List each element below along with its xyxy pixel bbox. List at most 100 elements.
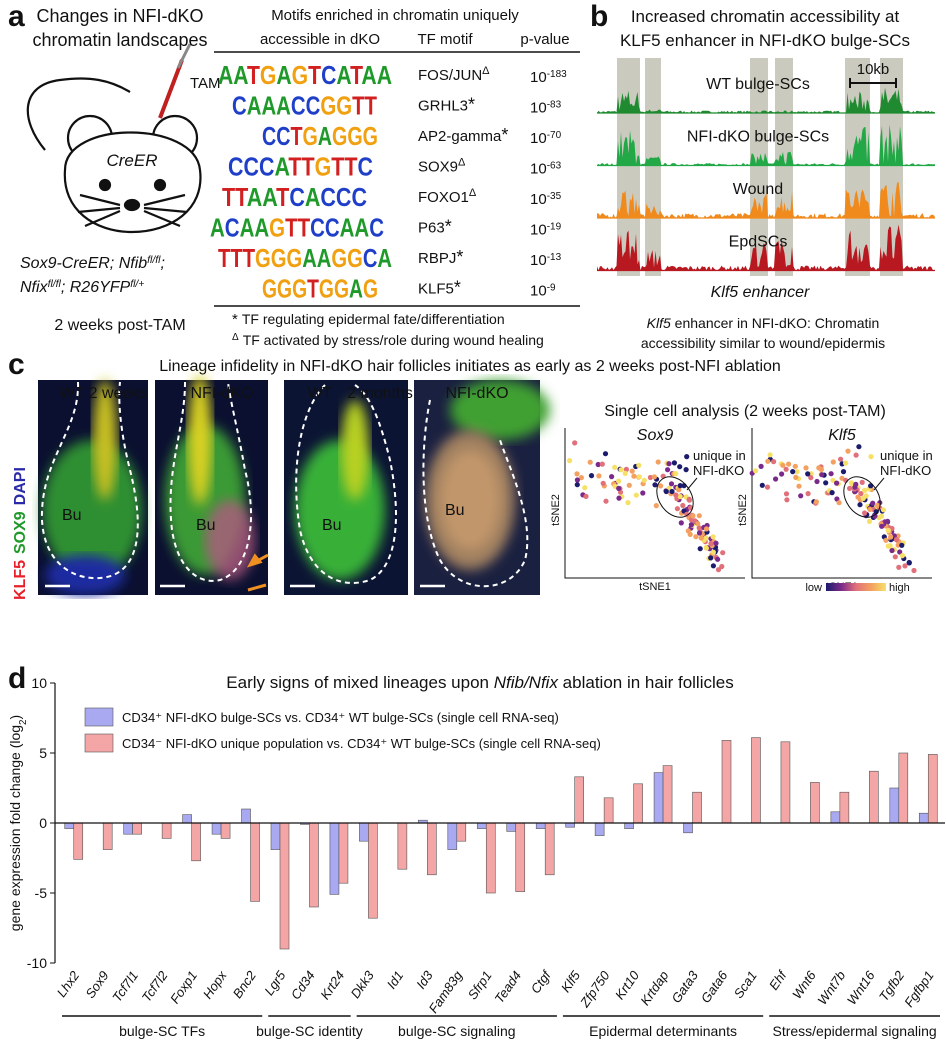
bar (132, 822, 142, 835)
cell-dot (856, 444, 862, 450)
motif-base: C (232, 91, 247, 121)
cell-dot (713, 540, 719, 546)
motif-base: A (361, 60, 376, 90)
cell-dot (651, 474, 658, 480)
x-tick-label: Id3 (413, 967, 436, 991)
track-label: EpdSCs (729, 234, 788, 251)
cell-dot (680, 502, 686, 509)
tf-mark: Δ (458, 157, 466, 169)
motif-base: G (260, 60, 276, 90)
bar (161, 822, 172, 839)
motif-base: A (262, 182, 278, 212)
cell-dot (666, 461, 672, 467)
cell-dot (595, 461, 601, 468)
footnote-text: TF activated by stress/role during wound… (243, 332, 544, 348)
bar (270, 822, 281, 850)
cell-dot (636, 462, 642, 468)
cell-dot (895, 542, 901, 548)
axis-title: tSNE1 (639, 581, 671, 593)
cell-dot (602, 451, 609, 457)
bar (692, 791, 702, 824)
genotype-part: Nfix (20, 279, 49, 296)
motif-base: T (307, 274, 319, 304)
motif-base: C (276, 121, 290, 151)
panel-letter: c (8, 348, 25, 381)
cell-dot (684, 454, 690, 460)
motif-base: T (352, 91, 365, 121)
motif-base: A (354, 213, 369, 243)
cell-dot (715, 567, 722, 573)
cell-dot (567, 458, 573, 464)
bar (447, 822, 458, 850)
cell-dot (892, 554, 898, 560)
motif-base: T (288, 152, 301, 182)
tf-mark: * (454, 278, 461, 298)
motif-base: G (319, 274, 334, 304)
cell-dot (899, 553, 906, 559)
motif-base: T (298, 213, 311, 243)
cell-dot (616, 495, 622, 501)
motif-base: A (377, 60, 392, 90)
image-label: 2 weeks (89, 385, 148, 402)
p-value-exp: -70 (547, 130, 562, 141)
cell-dot (653, 503, 659, 509)
image-label: NFI-dKO (445, 385, 508, 402)
motif-base: G (277, 274, 292, 304)
cell-dot (880, 507, 887, 513)
bar (565, 822, 575, 828)
cell-dot (906, 559, 912, 566)
cluster-outline (656, 476, 694, 518)
cell-dot (867, 506, 873, 512)
bar (721, 740, 732, 824)
cell-dot (616, 485, 622, 491)
stain-label: SOX9 (12, 511, 29, 554)
bar (368, 822, 378, 919)
p-value: 10-19 (530, 221, 562, 239)
cell-dot (870, 500, 876, 506)
bar (506, 822, 517, 832)
axis-title: tSNE2 (550, 494, 562, 526)
cell-dot (784, 497, 790, 503)
caption-part: Klf5 (647, 315, 671, 331)
motif-base: A (247, 91, 262, 121)
cell-dot (794, 469, 800, 475)
bar (279, 822, 290, 950)
bulge-label: Bu (445, 502, 465, 519)
cell-dot (693, 534, 699, 540)
group-label: bulge-SC signaling (398, 1023, 516, 1039)
p-value-exp: -35 (547, 191, 562, 202)
cell-dot (596, 473, 602, 479)
genotype: Sox9-CreER; Nfibfl/fl; (20, 255, 165, 273)
tf-name-text: P63 (418, 220, 445, 237)
mouse-label: CreER (106, 151, 157, 170)
cell-dot (578, 475, 585, 481)
cell-dot (885, 518, 891, 524)
cell-dot (771, 459, 777, 465)
cell-dot (862, 487, 868, 493)
bar (476, 822, 487, 829)
cell-dot (612, 464, 618, 470)
micrographs (38, 375, 550, 595)
tf-mark: * (468, 95, 475, 115)
cell-dot (677, 483, 683, 489)
cell-dot (588, 473, 595, 479)
motif-base: C (228, 152, 244, 182)
motif-base: G (269, 213, 285, 243)
cell-dot (671, 460, 678, 466)
motif-base: C (289, 182, 305, 212)
motif-base: T (350, 60, 363, 90)
cell-dot (823, 480, 829, 486)
highlight-band (645, 58, 661, 276)
y-tick-label: 0 (39, 815, 47, 831)
coverage-track (597, 124, 935, 166)
x-tick-label: Sca1 (731, 968, 760, 1001)
x-tick-label: Wnt7b (814, 968, 848, 1007)
bar (64, 822, 75, 829)
motif-base: T (365, 91, 378, 121)
cell-dot (603, 498, 609, 504)
plot-axes (751, 428, 932, 579)
x-tick-label: Zfp750 (577, 967, 614, 1010)
motif-logo-text: ACAAGTTCCAAC (210, 213, 384, 243)
cell-dot (805, 491, 811, 497)
